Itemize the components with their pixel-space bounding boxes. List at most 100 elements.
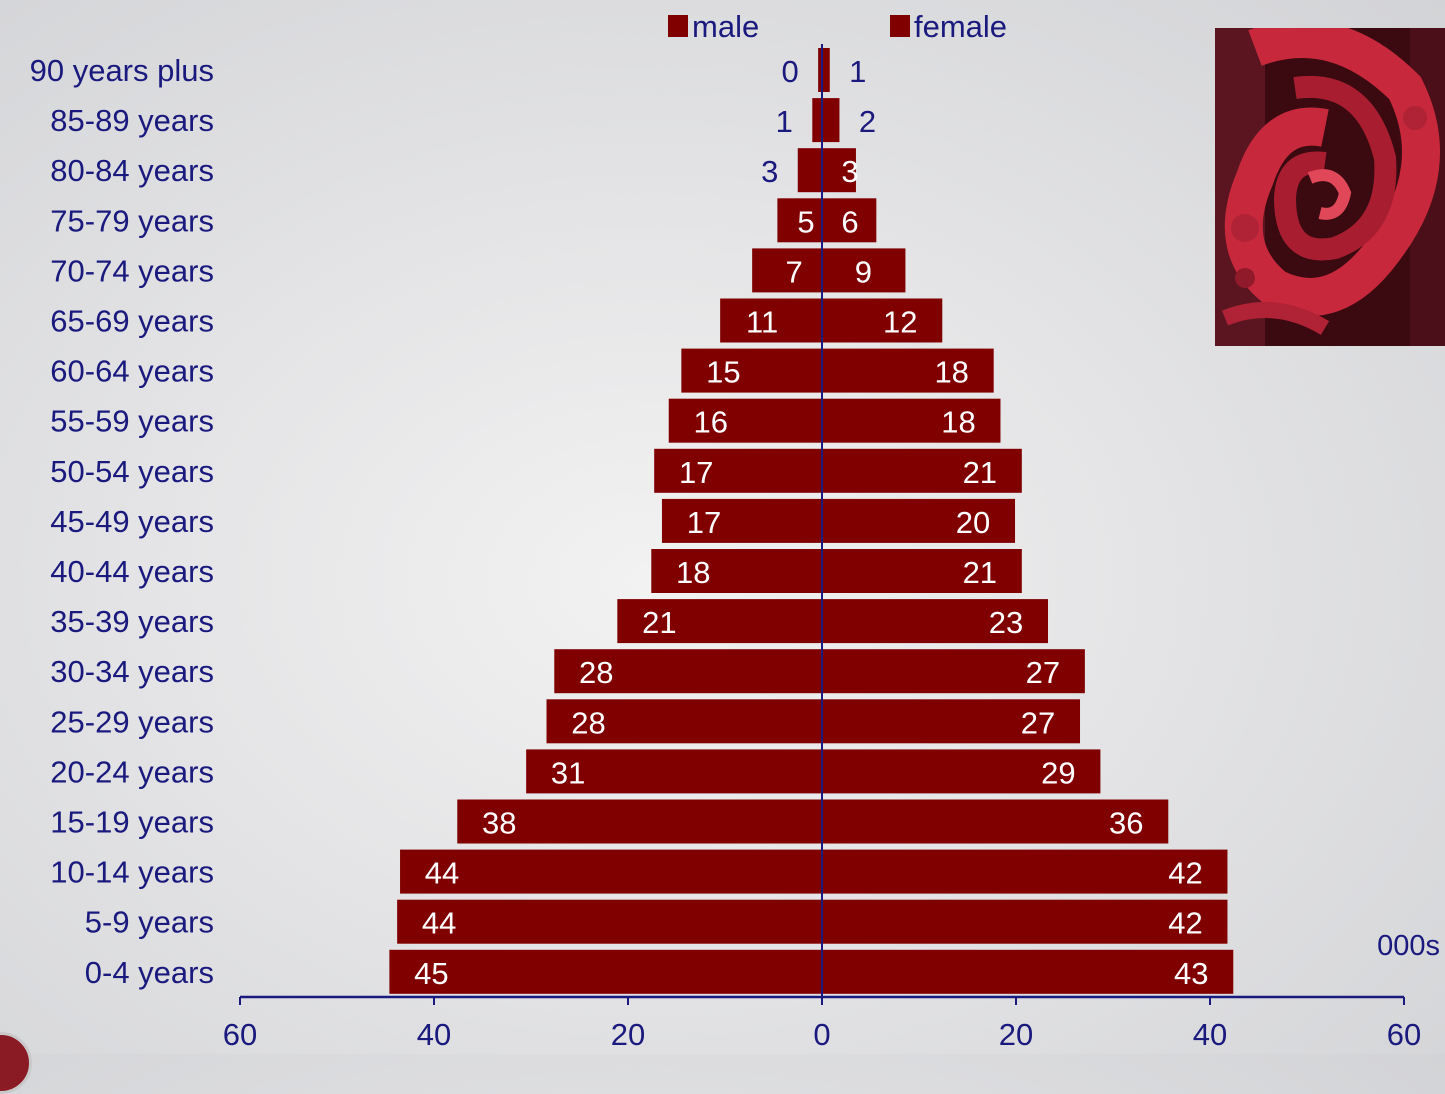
- bar-male: [668, 398, 822, 443]
- bar-male: [546, 699, 822, 744]
- bar-female: [822, 699, 1081, 744]
- bar-female: [822, 348, 994, 393]
- bar-male: [777, 198, 822, 243]
- bar-male: [720, 298, 822, 343]
- category-label: 30-34 years: [50, 654, 214, 689]
- bar-male: [651, 549, 822, 593]
- data-label-male: 16: [693, 405, 727, 440]
- population-pyramid: 90 years plus 0 1 85-89 years 1 2 80-84 years 3…: [0, 9, 1445, 1094]
- data-label-male: 28: [571, 705, 605, 740]
- category-label: 50-54 years: [50, 454, 214, 489]
- carving-image: [1215, 28, 1445, 346]
- bar-male: [397, 899, 822, 944]
- data-label-female: 27: [1021, 705, 1055, 740]
- bar-female: [822, 298, 943, 343]
- x-tick-label: 20: [999, 1017, 1033, 1052]
- data-label-male: 31: [551, 755, 585, 790]
- bar-female: [822, 498, 1016, 543]
- category-label: 85-89 years: [50, 103, 214, 138]
- data-label-female: 43: [1174, 956, 1208, 991]
- legend-label-male: male: [692, 9, 759, 44]
- data-label-female: 18: [941, 405, 975, 440]
- maori-carving-photo: [1215, 28, 1445, 346]
- bar-female: [822, 198, 877, 243]
- data-label-male: 21: [642, 605, 676, 640]
- data-label-male: 44: [425, 856, 459, 891]
- bar-male: [818, 48, 822, 92]
- data-label-male: 17: [679, 455, 713, 490]
- x-tick-label: 60: [1387, 1017, 1421, 1052]
- legend-swatch-female: [890, 15, 910, 37]
- bar-female: [822, 248, 906, 293]
- bar-male: [752, 248, 822, 293]
- data-label-male: 3: [761, 154, 778, 189]
- bar-male: [526, 749, 822, 794]
- unit-label: 000s: [1377, 930, 1440, 962]
- x-tick-label: 0: [813, 1017, 830, 1052]
- bar-male: [812, 98, 822, 143]
- bar-male: [661, 498, 822, 543]
- x-tick-label: 40: [417, 1017, 451, 1052]
- bar-female: [822, 949, 1234, 994]
- data-label-male: 1: [776, 104, 793, 139]
- x-tick-label: 20: [611, 1017, 645, 1052]
- category-label: 40-44 years: [50, 554, 214, 589]
- bar-female: [822, 549, 1022, 593]
- x-tick-label: 40: [1193, 1017, 1227, 1052]
- data-label-female: 21: [963, 455, 997, 490]
- category-label: 0-4 years: [85, 955, 214, 990]
- data-label-female: 21: [963, 555, 997, 590]
- data-label-female: 42: [1168, 856, 1202, 891]
- data-label-male: 17: [687, 505, 721, 540]
- category-label: 70-74 years: [50, 253, 214, 288]
- bar-male: [400, 849, 822, 894]
- data-label-female: 2: [859, 104, 876, 139]
- bar-female: [822, 749, 1101, 794]
- data-label-female: 9: [855, 254, 872, 289]
- bar-male: [389, 949, 822, 994]
- bar-male: [457, 799, 822, 844]
- bar-male: [681, 348, 822, 393]
- bar-male: [797, 148, 822, 193]
- category-label: 20-24 years: [50, 754, 214, 789]
- legend-label-female: female: [914, 9, 1007, 44]
- data-label-male: 7: [786, 254, 803, 289]
- category-label: 55-59 years: [50, 404, 214, 439]
- data-label-male: 5: [797, 204, 814, 239]
- bar-female: [822, 398, 1001, 443]
- data-label-female: 3: [841, 154, 858, 189]
- category-label: 75-79 years: [50, 203, 214, 238]
- bar-female: [822, 899, 1228, 944]
- data-label-female: 20: [956, 505, 990, 540]
- bar-female: [822, 98, 840, 143]
- category-label: 35-39 years: [50, 604, 214, 639]
- data-label-female: 12: [883, 305, 917, 340]
- data-label-male: 11: [746, 305, 778, 340]
- category-label: 60-64 years: [50, 354, 214, 389]
- category-label: 5-9 years: [85, 905, 214, 940]
- data-label-female: 42: [1168, 906, 1202, 941]
- category-label: 90 years plus: [30, 53, 214, 88]
- data-label-female: 29: [1041, 755, 1075, 790]
- bar-female: [822, 448, 1022, 493]
- data-label-female: 18: [934, 355, 968, 390]
- bar-female: [822, 599, 1049, 644]
- bar-female: [822, 849, 1228, 894]
- bar-male: [554, 649, 822, 694]
- bar-female: [822, 649, 1085, 694]
- category-label: 65-69 years: [50, 304, 214, 339]
- data-label-female: 1: [849, 54, 866, 89]
- data-label-female: 27: [1026, 655, 1060, 690]
- data-label-male: 45: [414, 956, 448, 991]
- data-label-female: 36: [1109, 806, 1143, 841]
- data-label-male: 15: [706, 355, 740, 390]
- data-label-male: 18: [676, 555, 710, 590]
- data-label-male: 28: [579, 655, 613, 690]
- bar-male: [654, 448, 822, 493]
- x-tick-label: 60: [223, 1017, 257, 1052]
- data-label-male: 0: [781, 54, 798, 89]
- bar-female: [822, 148, 856, 193]
- data-label-female: 23: [989, 605, 1023, 640]
- bar-male: [617, 599, 822, 644]
- category-label: 45-49 years: [50, 504, 214, 539]
